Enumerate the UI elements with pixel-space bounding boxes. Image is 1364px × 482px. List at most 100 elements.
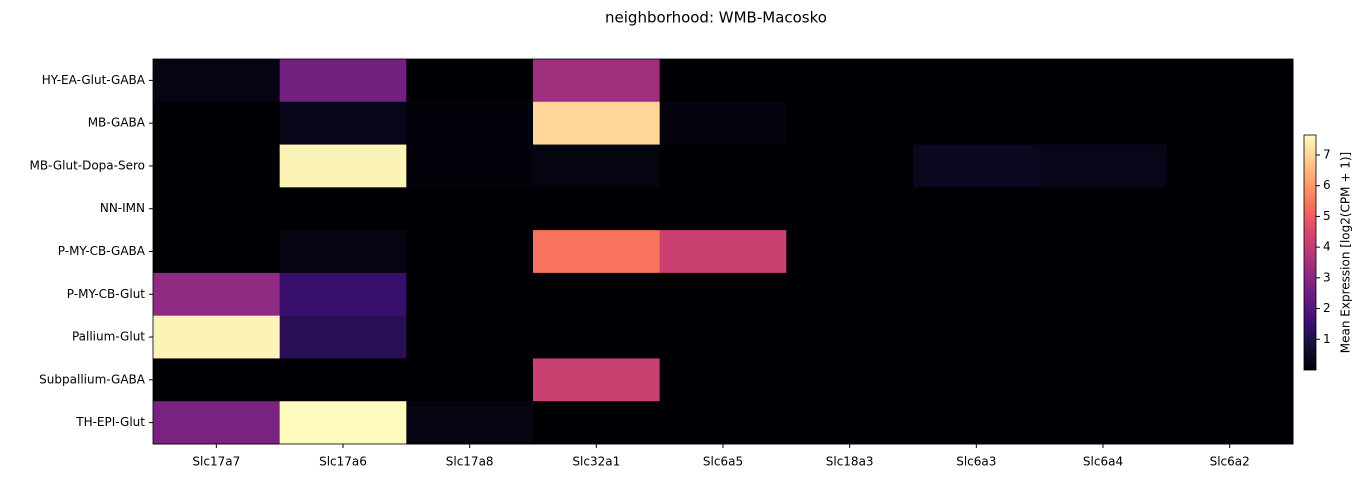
x-tick-label: Slc6a3 [956, 455, 996, 469]
heatmap-cell [406, 187, 534, 231]
heatmap-cell [659, 230, 787, 274]
colorbar [1303, 134, 1317, 371]
heatmap-cell [1166, 101, 1294, 146]
y-tick-label: Pallium-Glut [72, 330, 145, 344]
heatmap-cell [533, 358, 661, 402]
x-tick-label: Slc6a5 [703, 455, 743, 469]
colorbar-tick-label: 2 [1323, 301, 1331, 315]
heatmap-cell [153, 230, 281, 274]
heatmap-cell [533, 101, 661, 146]
heatmap-cell [1039, 59, 1167, 103]
x-tick-label: Slc32a1 [572, 455, 620, 469]
colorbar-tick-label: 5 [1323, 209, 1331, 223]
heatmap-cell [279, 101, 407, 146]
y-tick-label: P-MY-CB-GABA [58, 244, 146, 258]
heatmap-cell [533, 230, 661, 274]
heatmap-cell [1039, 315, 1167, 359]
heatmap-cell [1039, 144, 1167, 188]
heatmap-cell [1039, 401, 1167, 445]
y-tick-label: MB-GABA [88, 116, 146, 130]
heatmap-cell [279, 230, 407, 274]
heatmap-cell [406, 401, 534, 445]
colorbar-tick-label: 4 [1323, 240, 1331, 254]
heatmap-cell [1039, 101, 1167, 146]
chart-title: neighborhood: WMB-Macosko [605, 9, 827, 27]
x-tick-label: Slc6a2 [1210, 455, 1250, 469]
heatmap-cell [786, 187, 914, 231]
heatmap-cell [659, 101, 787, 146]
y-tick-label: MB-Glut-Dopa-Sero [29, 158, 145, 172]
heatmap-cell [786, 144, 914, 188]
heatmap-cell [786, 401, 914, 445]
heatmap-cell [279, 272, 407, 317]
colorbar-tick-label: 6 [1323, 178, 1331, 192]
heatmap-cell [786, 101, 914, 146]
x-tick-label: Slc17a8 [446, 455, 494, 469]
heatmap-cell [153, 59, 281, 103]
plot-frame [152, 58, 1294, 445]
heatmap-cell [406, 272, 534, 317]
y-tick-label: TH-EPI-Glut [75, 415, 145, 429]
heatmap-cell [659, 187, 787, 231]
heatmap-cell [1166, 358, 1294, 402]
heatmap-cell [406, 59, 534, 103]
heatmap-cell [279, 187, 407, 231]
heatmap-cell [786, 315, 914, 359]
heatmap-cell [153, 272, 281, 317]
heatmap-cell [533, 272, 661, 317]
heatmap-cell [153, 401, 281, 445]
heatmap-cell [406, 358, 534, 402]
heatmap-cell [279, 144, 407, 188]
heatmap-cell [1039, 187, 1167, 231]
heatmap-cell [1039, 272, 1167, 317]
x-tick-label: Slc6a4 [1083, 455, 1123, 469]
heatmap-cell [279, 401, 407, 445]
heatmap-cell [659, 358, 787, 402]
heatmap-cell [153, 358, 281, 402]
heatmap-cell [786, 272, 914, 317]
heatmap-cell [913, 59, 1041, 103]
y-tick-label: HY-EA-Glut-GABA [42, 73, 146, 87]
heatmap-cell [913, 144, 1041, 188]
heatmap-cell [153, 315, 281, 359]
heatmap-cell [279, 59, 407, 103]
heatmap-cell [1166, 315, 1294, 359]
heatmap-cell [913, 315, 1041, 359]
heatmap-cell [659, 59, 787, 103]
heatmap-cell [1166, 59, 1294, 103]
heatmap-cell [913, 230, 1041, 274]
heatmap-cell [406, 230, 534, 274]
colorbar-tick-label: 3 [1323, 270, 1331, 284]
heatmap-cell [1166, 272, 1294, 317]
colorbar-tick-label: 1 [1323, 332, 1331, 346]
heatmap-cell [659, 315, 787, 359]
heatmap-cell [1039, 358, 1167, 402]
heatmap-cell [786, 358, 914, 402]
colorbar-tick-label: 7 [1323, 147, 1331, 161]
heatmap-cell [153, 187, 281, 231]
heatmap-cell [406, 144, 534, 188]
y-tick-label: P-MY-CB-Glut [67, 287, 146, 301]
heatmap-cell [533, 401, 661, 445]
heatmap-cell [533, 59, 661, 103]
heatmap-cell [913, 401, 1041, 445]
heatmap-cell [786, 230, 914, 274]
heatmap-cell [533, 187, 661, 231]
heatmap-cell [913, 272, 1041, 317]
heatmap-cell [659, 272, 787, 317]
heatmap-cell [533, 144, 661, 188]
heatmap-cell [659, 144, 787, 188]
heatmap-cell [153, 101, 281, 146]
heatmap-cell [1166, 230, 1294, 274]
heatmap-cell [1166, 401, 1294, 445]
y-tick-label: Subpallium-GABA [39, 372, 146, 386]
heatmap-cell [913, 101, 1041, 146]
heatmap-cell [1039, 230, 1167, 274]
heatmap-cell [1166, 144, 1294, 188]
x-tick-label: Slc18a3 [826, 455, 874, 469]
x-tick-label: Slc17a7 [192, 455, 240, 469]
heatmap-cell [913, 187, 1041, 231]
heatmap-cell [279, 358, 407, 402]
heatmap-cell [153, 144, 281, 188]
